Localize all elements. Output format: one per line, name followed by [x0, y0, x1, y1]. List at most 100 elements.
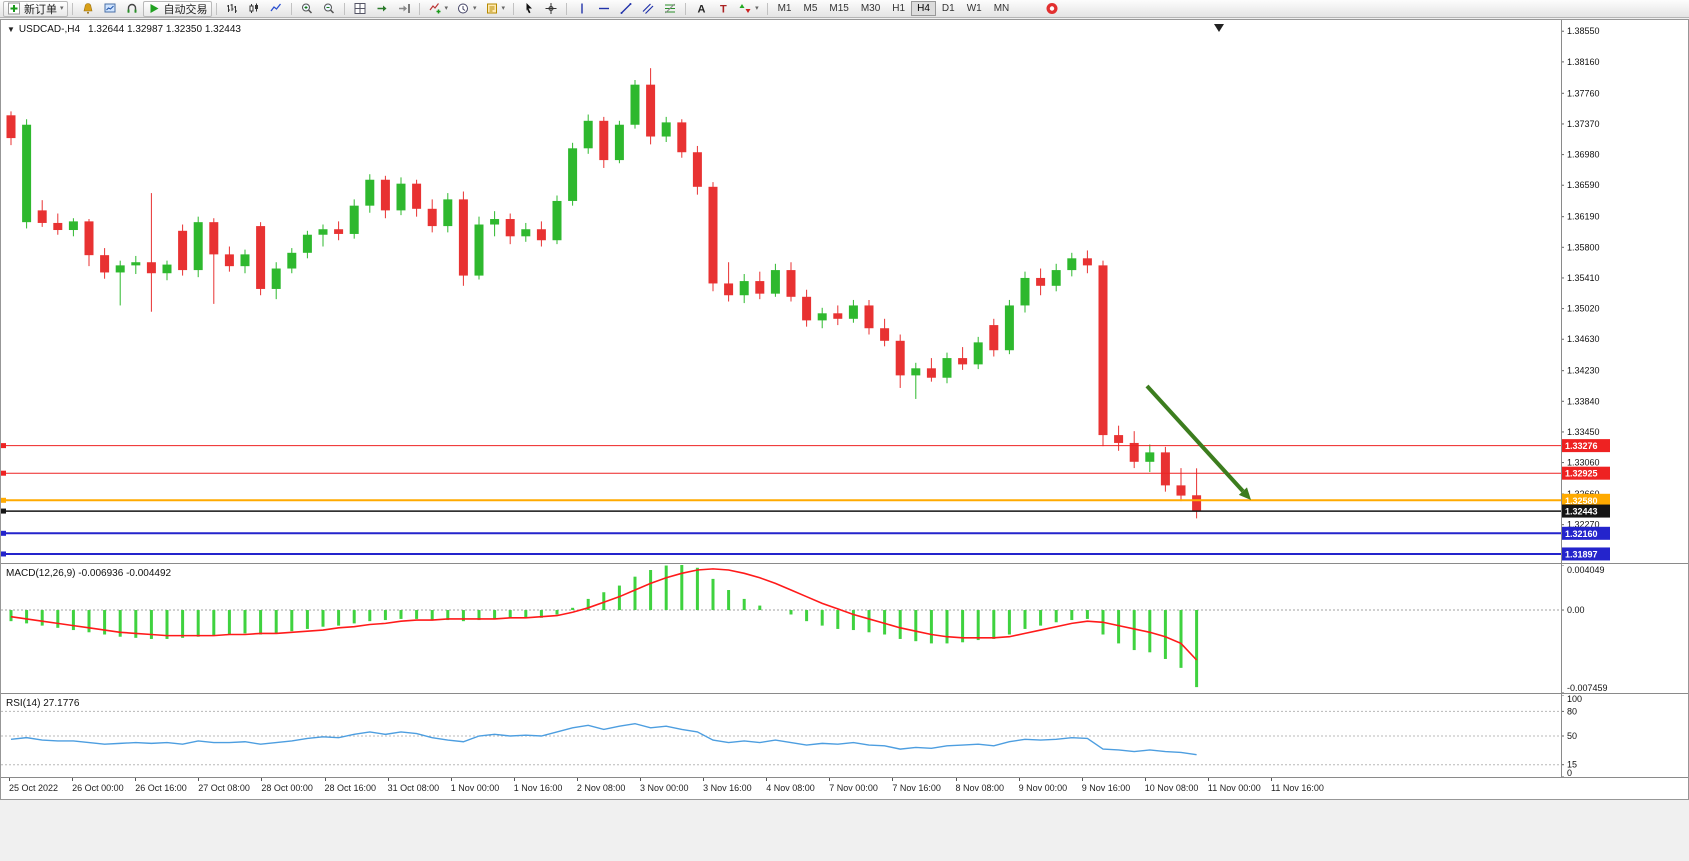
price-tag-1.32443[interactable]	[1562, 504, 1610, 518]
price-axis-label: 1.32270	[1567, 520, 1600, 530]
price-axis-label: 1.36590	[1567, 180, 1600, 190]
candle-body	[708, 186, 718, 284]
chart-shift-button[interactable]	[393, 1, 415, 17]
candle-body	[146, 262, 156, 274]
community-button[interactable]	[1041, 1, 1063, 17]
date-tick	[766, 778, 768, 781]
rsi-axis-label: 80	[1567, 706, 1577, 716]
chart-ohlc-values: 1.32644 1.32987 1.32350 1.32443	[88, 24, 241, 35]
text-button[interactable]: A	[690, 1, 712, 17]
date-axis-label: 4 Nov 08:00	[766, 783, 815, 793]
new-order-button[interactable]: 新订单 ▾	[3, 0, 68, 17]
candle-body	[240, 254, 250, 267]
zoom-out-button[interactable]	[318, 1, 340, 17]
hline-anchor[interactable]	[1, 530, 6, 536]
macd-panel-canvas[interactable]: 0.004049 0.00 -0.007459	[1, 565, 1688, 693]
panel-separator[interactable]	[1, 563, 1688, 564]
timeframe-d1[interactable]: D1	[936, 1, 961, 16]
panel-separator[interactable]	[1, 693, 1688, 694]
divider	[566, 2, 568, 15]
date-axis-label: 3 Nov 16:00	[703, 783, 752, 793]
price-tag-1.33276[interactable]	[1562, 439, 1610, 453]
line-chart-button[interactable]	[265, 1, 287, 17]
hline-anchor[interactable]	[1, 508, 6, 514]
bars-chart-button[interactable]	[221, 1, 243, 17]
horizontal-line-button[interactable]	[593, 1, 615, 17]
auto-scroll-button[interactable]	[371, 1, 393, 17]
trend-arrow-annotation[interactable]	[1145, 384, 1245, 493]
hline-anchor[interactable]	[1, 551, 6, 557]
rsi-panel-canvas[interactable]: 100 80 50 150	[1, 695, 1688, 777]
candle-body	[599, 120, 609, 161]
date-tick	[135, 778, 137, 781]
timeframe-m30[interactable]: M30	[855, 1, 886, 16]
date-axis[interactable]: 25 Oct 2022 26 Oct 00:00 26 Oct 16:00 27 Oc…	[1, 777, 1688, 799]
indicators-button[interactable]: ▾	[424, 1, 453, 17]
timeframe-h1[interactable]: H1	[886, 1, 911, 16]
text-label-button[interactable]: T	[712, 1, 734, 17]
price-tag-label: 1.32160	[1565, 529, 1598, 539]
hline-anchor[interactable]	[1, 470, 6, 476]
rsi-axis-label: 15	[1567, 760, 1577, 770]
hline-anchor[interactable]	[1, 443, 6, 449]
price-tag-1.32160[interactable]	[1562, 526, 1610, 540]
timeframe-mn[interactable]: MN	[988, 1, 1016, 16]
tile-windows-button[interactable]	[349, 1, 371, 17]
price-tag-label: 1.32925	[1565, 469, 1598, 479]
templates-button[interactable]: ▾	[481, 1, 510, 17]
periods-button[interactable]: ▾	[452, 1, 481, 17]
divider	[290, 2, 292, 15]
candle-body	[724, 283, 734, 296]
date-tick	[576, 778, 578, 781]
candle-body	[630, 84, 640, 125]
candle-body	[224, 254, 234, 267]
trendline-button[interactable]	[615, 1, 637, 17]
macd-axis-label: 0.00	[1567, 605, 1585, 615]
chevron-down-icon: ▾	[444, 5, 449, 12]
candle-body	[1145, 452, 1155, 462]
fibonacci-button[interactable]	[659, 1, 681, 17]
headset-button[interactable]	[121, 1, 143, 17]
trend-arrow-head	[1238, 487, 1251, 500]
price-tag-1.32925[interactable]	[1562, 466, 1610, 480]
candle-body	[848, 305, 858, 319]
zoom-in-button[interactable]	[296, 1, 318, 17]
price-chart-canvas[interactable]: 1.38550 1.38160 1.37760 1.37370 1.36980 1.365…	[1, 20, 1688, 563]
shift-icon	[398, 4, 410, 13]
timeframe-m15[interactable]: M15	[823, 1, 854, 16]
candle-body	[349, 205, 359, 234]
timeframe-w1[interactable]: W1	[961, 1, 988, 16]
candles-chart-button[interactable]	[243, 1, 265, 17]
candle-body	[646, 84, 656, 137]
candle-body	[770, 270, 780, 294]
price-tag-1.32580[interactable]	[1562, 493, 1610, 507]
price-axis-label: 1.35410	[1567, 273, 1600, 283]
price-axis-label: 1.34630	[1567, 334, 1600, 344]
candle-body	[37, 210, 47, 223]
chart-shift-marker[interactable]	[1214, 24, 1224, 32]
one-click-trading-toggle[interactable]: ▼	[7, 25, 15, 34]
date-tick	[1018, 778, 1020, 781]
candle-body	[583, 120, 593, 149]
auto-trading-button[interactable]: 自动交易	[142, 0, 212, 17]
alert-bell-button[interactable]	[77, 1, 99, 17]
chart-title: ▼ USDCAD-,H4 1.32644 1.32987 1.32350 1.324…	[7, 24, 241, 35]
cursor-button[interactable]	[518, 1, 540, 17]
timeframe-m1[interactable]: M1	[772, 1, 798, 16]
arrows-button[interactable]: ▾	[734, 1, 763, 17]
vertical-line-button[interactable]	[571, 1, 593, 17]
market-watch-button[interactable]	[99, 1, 121, 17]
price-tag-1.31897[interactable]	[1562, 547, 1610, 561]
timeframe-h4[interactable]: H4	[911, 1, 936, 16]
candle-body	[1036, 277, 1046, 286]
date-axis-label: 7 Nov 16:00	[892, 783, 941, 793]
crosshair-button[interactable]	[540, 1, 562, 17]
hline-anchor[interactable]	[1, 497, 6, 503]
line-chart-icon	[269, 3, 281, 12]
candle-body	[178, 230, 188, 271]
timeframe-m5[interactable]: M5	[797, 1, 823, 16]
autotrading-play-icon	[150, 4, 159, 13]
candle-body	[131, 262, 141, 266]
channel-button[interactable]	[637, 1, 659, 17]
cursor-icon	[526, 3, 533, 14]
